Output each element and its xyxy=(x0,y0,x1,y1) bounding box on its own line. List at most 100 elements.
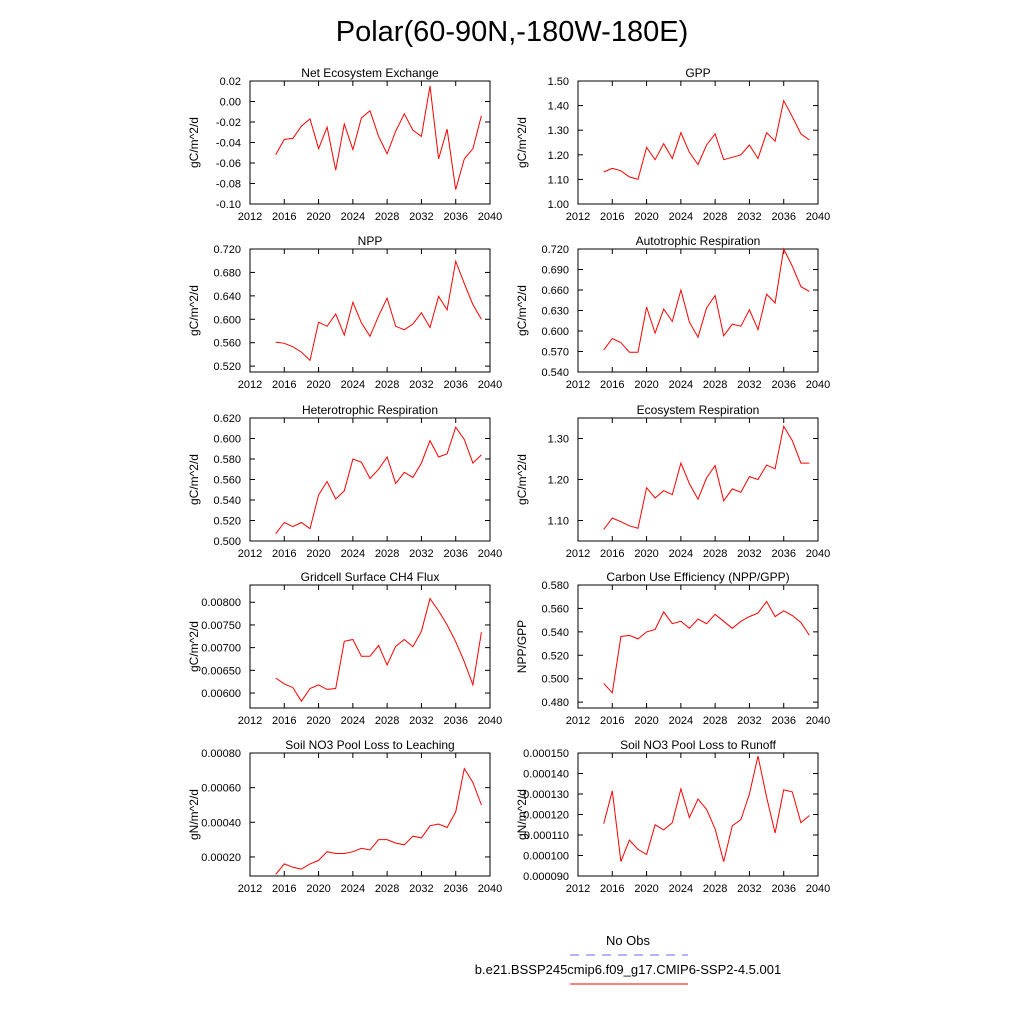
y-tick-label: 0.00800 xyxy=(201,597,241,609)
y-tick-label: 1.20 xyxy=(548,150,569,162)
y-tick-label: 0.000140 xyxy=(523,769,569,781)
y-tick-label: 0.520 xyxy=(213,516,241,528)
panel-title: GPP xyxy=(685,66,710,80)
y-tick-label: 0.520 xyxy=(541,650,569,662)
x-tick-label: 2024 xyxy=(669,883,693,895)
y-tick-label: 0.660 xyxy=(541,285,569,297)
x-tick-label: 2020 xyxy=(306,548,330,560)
x-tick-label: 2016 xyxy=(272,715,296,727)
x-tick-label: 2024 xyxy=(341,715,365,727)
x-tick-label: 2016 xyxy=(600,715,624,727)
x-tick-label: 2024 xyxy=(341,883,365,895)
y-tick-label: 0.600 xyxy=(541,326,569,338)
y-axis-label: gC/m^2/d xyxy=(187,454,201,505)
y-tick-label: -0.02 xyxy=(216,117,241,129)
x-tick-label: 2032 xyxy=(409,548,433,560)
x-tick-label: 2012 xyxy=(566,379,590,391)
x-tick-label: 2036 xyxy=(771,211,795,223)
chart-panel: Gridcell Surface CH4 Flux gC/m^2/d 2012 201… xyxy=(187,570,502,727)
series-line xyxy=(275,767,482,875)
x-tick-label: 2040 xyxy=(806,548,830,560)
y-tick-label: 1.10 xyxy=(548,516,569,528)
y-tick-label: 1.20 xyxy=(548,475,569,487)
y-tick-label: 0.00600 xyxy=(201,688,241,700)
x-tick-label: 2012 xyxy=(238,548,262,560)
x-tick-label: 2028 xyxy=(703,883,727,895)
y-tick-label: -0.10 xyxy=(216,199,241,211)
plot-frame xyxy=(249,248,491,373)
panel-grid: Net Ecosystem Exchange gC/m^2/d 2012 2016 20… xyxy=(187,66,830,895)
series-line xyxy=(603,755,810,862)
x-tick-label: 2024 xyxy=(341,548,365,560)
x-tick-label: 2024 xyxy=(669,715,693,727)
panel-title: NPP xyxy=(358,234,383,248)
x-tick-label: 2028 xyxy=(703,715,727,727)
figure-title: Polar(60-90N,-180W-180E) xyxy=(336,16,688,48)
chart-panel: Carbon Use Efficiency (NPP/GPP) NPP/GPP 20… xyxy=(515,570,830,727)
plot-frame xyxy=(249,80,491,205)
x-tick-label: 2036 xyxy=(443,715,467,727)
legend-model-label: b.e21.BSSP245cmip6.f09_g17.CMIP6-SSP2-4.… xyxy=(475,962,781,977)
series-line xyxy=(603,600,810,694)
x-tick-label: 2036 xyxy=(443,548,467,560)
y-tick-label: 0.640 xyxy=(213,291,241,303)
x-tick-label: 2040 xyxy=(806,211,830,223)
x-tick-label: 2024 xyxy=(669,548,693,560)
x-tick-label: 2016 xyxy=(272,883,296,895)
y-tick-label: 0.620 xyxy=(213,413,241,425)
plot-frame xyxy=(577,584,819,709)
x-tick-label: 2036 xyxy=(771,379,795,391)
y-tick-label: 0.560 xyxy=(541,603,569,615)
x-tick-label: 2020 xyxy=(634,379,658,391)
panel-title: Ecosystem Respiration xyxy=(637,403,760,417)
y-tick-label: 0.00 xyxy=(220,97,241,109)
y-tick-label: 0.520 xyxy=(213,361,241,373)
x-tick-label: 2016 xyxy=(272,211,296,223)
y-axis-label: gC/m^2/d xyxy=(187,285,201,336)
x-tick-label: 2020 xyxy=(306,883,330,895)
x-tick-label: 2012 xyxy=(238,379,262,391)
chart-panel: Ecosystem Respiration gC/m^2/d 2012 2016 202… xyxy=(515,403,830,560)
panel-title: Carbon Use Efficiency (NPP/GPP) xyxy=(606,570,789,584)
x-tick-label: 2020 xyxy=(634,211,658,223)
x-tick-label: 2016 xyxy=(600,211,624,223)
x-tick-label: 2020 xyxy=(634,715,658,727)
legend: No Obs b.e21.BSSP245cmip6.f09_g17.CMIP6-… xyxy=(475,933,781,985)
x-tick-label: 2032 xyxy=(409,883,433,895)
x-tick-label: 2024 xyxy=(341,379,365,391)
x-tick-label: 2012 xyxy=(238,715,262,727)
x-tick-label: 2036 xyxy=(771,548,795,560)
x-tick-label: 2024 xyxy=(341,211,365,223)
x-tick-label: 2020 xyxy=(634,883,658,895)
x-tick-label: 2020 xyxy=(306,379,330,391)
y-tick-label: 0.540 xyxy=(541,367,569,379)
plot-frame xyxy=(577,248,819,373)
x-tick-label: 2012 xyxy=(566,715,590,727)
y-tick-label: 0.720 xyxy=(213,244,241,256)
y-tick-label: 1.30 xyxy=(548,125,569,137)
y-tick-label: 1.50 xyxy=(548,76,569,88)
y-tick-label: 0.00700 xyxy=(201,643,241,655)
y-tick-label: 0.000110 xyxy=(524,830,569,842)
x-tick-label: 2016 xyxy=(272,548,296,560)
x-tick-label: 2012 xyxy=(566,883,590,895)
chart-panel: Soil NO3 Pool Loss to Runoff gN/m^2/d 2012… xyxy=(515,738,830,895)
x-tick-label: 2024 xyxy=(669,379,693,391)
series-line xyxy=(275,597,482,703)
x-tick-label: 2028 xyxy=(703,379,727,391)
x-tick-label: 2016 xyxy=(600,883,624,895)
series-line xyxy=(603,99,810,181)
x-tick-label: 2032 xyxy=(737,548,761,560)
y-tick-label: 1.40 xyxy=(548,101,569,113)
x-tick-label: 2040 xyxy=(806,883,830,895)
y-tick-label: 0.000150 xyxy=(523,748,569,760)
y-tick-label: 0.000120 xyxy=(523,810,569,822)
x-tick-label: 2032 xyxy=(737,379,761,391)
y-tick-label: 0.540 xyxy=(541,627,569,639)
y-tick-label: 0.570 xyxy=(541,347,569,359)
y-tick-label: 1.30 xyxy=(548,434,569,446)
y-tick-label: 0.580 xyxy=(541,580,569,592)
x-tick-label: 2032 xyxy=(737,211,761,223)
x-tick-label: 2040 xyxy=(806,715,830,727)
